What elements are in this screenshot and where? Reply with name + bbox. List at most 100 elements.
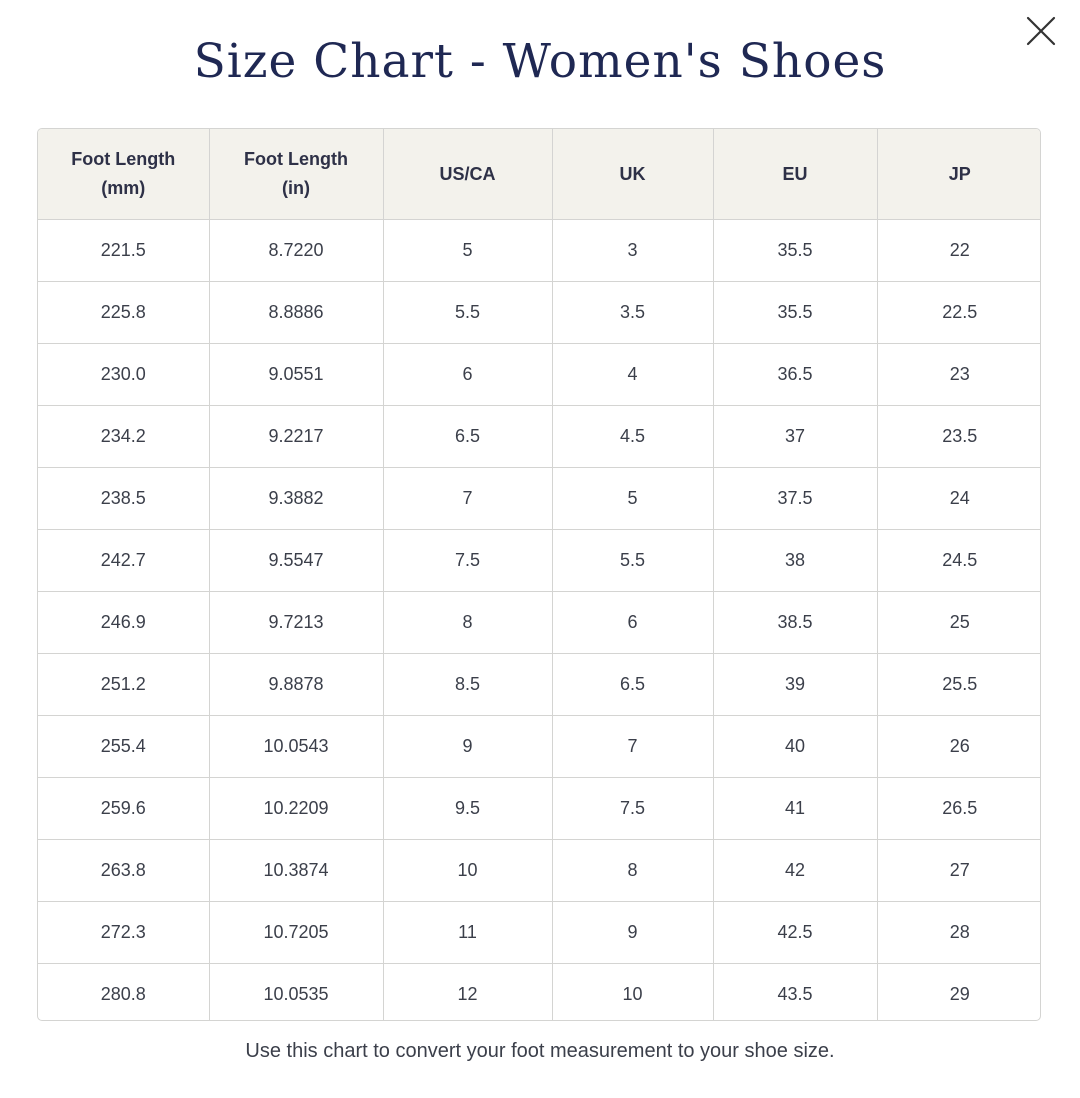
cell-foot-length-in: 9.0551 xyxy=(208,343,384,406)
cell-foot-length-mm: 280.8 xyxy=(38,963,210,1020)
cell-us-ca: 8.5 xyxy=(382,653,553,716)
cell-foot-length-in: 9.8878 xyxy=(208,653,384,716)
cell-foot-length-in: 10.7205 xyxy=(208,901,384,964)
cell-jp: 28 xyxy=(876,901,1040,964)
cell-foot-length-in: 8.8886 xyxy=(208,281,384,344)
cell-uk: 7 xyxy=(551,715,714,778)
cell-jp: 25.5 xyxy=(876,653,1040,716)
cell-us-ca: 10 xyxy=(382,839,553,902)
cell-uk: 4.5 xyxy=(551,405,714,468)
cell-uk: 3.5 xyxy=(551,281,714,344)
cell-eu: 39 xyxy=(712,653,878,716)
cell-foot-length-mm: 221.5 xyxy=(38,219,210,282)
close-icon xyxy=(1026,16,1056,46)
cell-eu: 40 xyxy=(712,715,878,778)
column-header-us-ca: US/CA xyxy=(382,129,553,220)
cell-us-ca: 9 xyxy=(382,715,553,778)
size-chart-table: Foot Length (mm) Foot Length (in) US/CA … xyxy=(38,129,1040,1020)
cell-foot-length-in: 9.7213 xyxy=(208,591,384,654)
cell-foot-length-mm: 263.8 xyxy=(38,839,210,902)
size-chart-table-container: Foot Length (mm) Foot Length (in) US/CA … xyxy=(37,128,1041,1021)
table-row: 251.2 9.8878 8.5 6.5 39 25.5 xyxy=(38,653,1040,716)
table-row: 230.0 9.0551 6 4 36.5 23 xyxy=(38,343,1040,406)
cell-eu: 37 xyxy=(712,405,878,468)
cell-us-ca: 5 xyxy=(382,219,553,282)
column-header-foot-length-mm: Foot Length (mm) xyxy=(38,129,210,220)
cell-foot-length-mm: 259.6 xyxy=(38,777,210,840)
cell-foot-length-mm: 230.0 xyxy=(38,343,210,406)
cell-us-ca: 7.5 xyxy=(382,529,553,592)
cell-uk: 10 xyxy=(551,963,714,1020)
cell-jp: 25 xyxy=(876,591,1040,654)
table-row: 259.6 10.2209 9.5 7.5 41 26.5 xyxy=(38,777,1040,840)
cell-eu: 42 xyxy=(712,839,878,902)
cell-foot-length-in: 9.3882 xyxy=(208,467,384,530)
cell-foot-length-in: 9.2217 xyxy=(208,405,384,468)
cell-uk: 3 xyxy=(551,219,714,282)
cell-jp: 22 xyxy=(876,219,1040,282)
cell-eu: 36.5 xyxy=(712,343,878,406)
cell-jp: 24.5 xyxy=(876,529,1040,592)
column-header-eu: EU xyxy=(712,129,878,220)
table-row: 242.7 9.5547 7.5 5.5 38 24.5 xyxy=(38,529,1040,592)
cell-uk: 8 xyxy=(551,839,714,902)
cell-uk: 6.5 xyxy=(551,653,714,716)
cell-eu: 35.5 xyxy=(712,219,878,282)
cell-us-ca: 6.5 xyxy=(382,405,553,468)
table-body: 221.5 8.7220 5 3 35.5 22 225.8 8.8886 5.5 3.5 35.5… xyxy=(38,219,1040,1020)
cell-foot-length-mm: 251.2 xyxy=(38,653,210,716)
cell-eu: 43.5 xyxy=(712,963,878,1020)
cell-eu: 35.5 xyxy=(712,281,878,344)
table-row: 263.8 10.3874 10 8 42 27 xyxy=(38,839,1040,902)
table-header-row: Foot Length (mm) Foot Length (in) US/CA … xyxy=(38,129,1040,220)
footnote: Use this chart to convert your foot meas… xyxy=(245,1040,835,1062)
table-row: 272.3 10.7205 11 9 42.5 28 xyxy=(38,901,1040,964)
cell-foot-length-in: 10.2209 xyxy=(208,777,384,840)
cell-foot-length-mm: 246.9 xyxy=(38,591,210,654)
close-button[interactable] xyxy=(1020,10,1062,52)
cell-foot-length-mm: 238.5 xyxy=(38,467,210,530)
cell-uk: 9 xyxy=(551,901,714,964)
cell-foot-length-in: 9.5547 xyxy=(208,529,384,592)
page-title: Size Chart - Women's Shoes xyxy=(193,34,887,89)
table-row: 221.5 8.7220 5 3 35.5 22 xyxy=(38,219,1040,282)
cell-eu: 38.5 xyxy=(712,591,878,654)
cell-uk: 5.5 xyxy=(551,529,714,592)
cell-jp: 29 xyxy=(876,963,1040,1020)
cell-us-ca: 11 xyxy=(382,901,553,964)
table-row: 238.5 9.3882 7 5 37.5 24 xyxy=(38,467,1040,530)
cell-uk: 6 xyxy=(551,591,714,654)
cell-eu: 41 xyxy=(712,777,878,840)
cell-uk: 4 xyxy=(551,343,714,406)
cell-jp: 26 xyxy=(876,715,1040,778)
cell-eu: 42.5 xyxy=(712,901,878,964)
cell-us-ca: 7 xyxy=(382,467,553,530)
cell-jp: 24 xyxy=(876,467,1040,530)
table-row: 255.4 10.0543 9 7 40 26 xyxy=(38,715,1040,778)
cell-foot-length-in: 10.0535 xyxy=(208,963,384,1020)
table-row: 280.8 10.0535 12 10 43.5 29 xyxy=(38,963,1040,1020)
cell-foot-length-mm: 225.8 xyxy=(38,281,210,344)
cell-jp: 23 xyxy=(876,343,1040,406)
column-header-foot-length-in: Foot Length (in) xyxy=(208,129,384,220)
cell-foot-length-mm: 272.3 xyxy=(38,901,210,964)
cell-foot-length-in: 8.7220 xyxy=(208,219,384,282)
cell-uk: 7.5 xyxy=(551,777,714,840)
cell-us-ca: 6 xyxy=(382,343,553,406)
cell-foot-length-mm: 255.4 xyxy=(38,715,210,778)
table-row: 246.9 9.7213 8 6 38.5 25 xyxy=(38,591,1040,654)
cell-eu: 38 xyxy=(712,529,878,592)
cell-us-ca: 12 xyxy=(382,963,553,1020)
cell-foot-length-in: 10.0543 xyxy=(208,715,384,778)
cell-foot-length-mm: 234.2 xyxy=(38,405,210,468)
cell-foot-length-in: 10.3874 xyxy=(208,839,384,902)
table-row: 225.8 8.8886 5.5 3.5 35.5 22.5 xyxy=(38,281,1040,344)
cell-jp: 22.5 xyxy=(876,281,1040,344)
cell-jp: 23.5 xyxy=(876,405,1040,468)
cell-jp: 26.5 xyxy=(876,777,1040,840)
cell-us-ca: 9.5 xyxy=(382,777,553,840)
table-row: 234.2 9.2217 6.5 4.5 37 23.5 xyxy=(38,405,1040,468)
cell-uk: 5 xyxy=(551,467,714,530)
cell-us-ca: 8 xyxy=(382,591,553,654)
cell-us-ca: 5.5 xyxy=(382,281,553,344)
